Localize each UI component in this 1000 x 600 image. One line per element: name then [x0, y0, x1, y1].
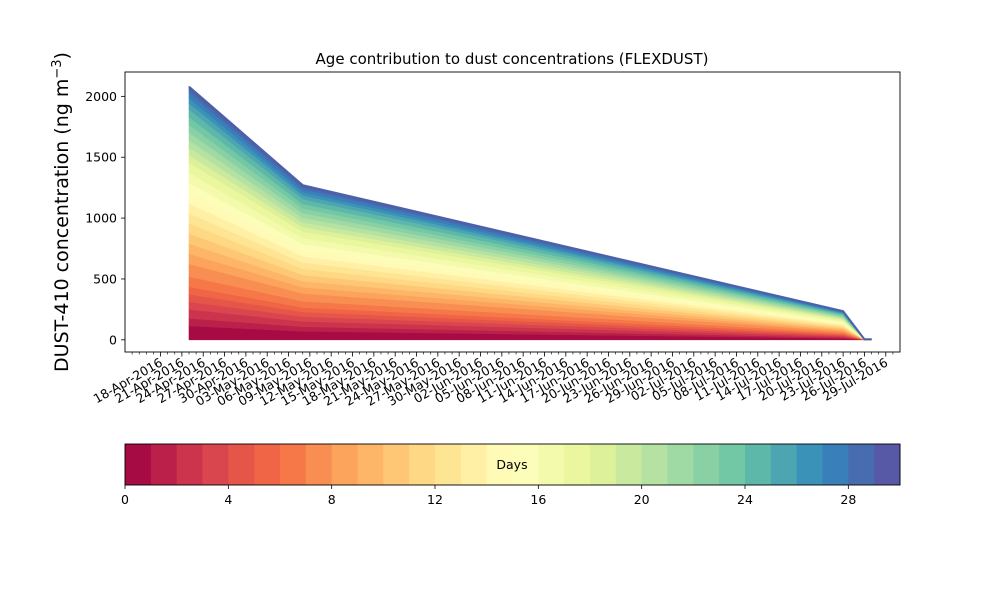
colorbar-cell [848, 444, 875, 485]
colorbar-tick-label: 16 [530, 492, 546, 507]
y-tick-label: 1000 [85, 211, 117, 226]
colorbar-cell [615, 444, 643, 485]
colorbar-cell [486, 444, 513, 485]
colorbar-cell [874, 444, 901, 485]
colorbar-tick-label: 0 [121, 492, 129, 507]
colorbar-tick-label: 8 [328, 492, 336, 507]
colorbar-tick-label: 28 [840, 492, 856, 507]
colorbar: Days 0 4 8 12 16 20 24 28 [121, 443, 901, 507]
colorbar-cell [383, 444, 410, 485]
colorbar-cell [435, 444, 462, 485]
colorbar-cell [202, 444, 229, 485]
colorbar-cell [357, 444, 384, 485]
colorbar-cell [822, 444, 849, 485]
colorbar-cell [796, 444, 823, 485]
colorbar-cell [512, 444, 539, 485]
chart-title: Age contribution to dust concentrations … [316, 50, 709, 68]
colorbar-frame [124, 443, 901, 486]
total-concentration-line [188, 85, 872, 341]
colorbar-cell [254, 444, 281, 485]
colorbar-tick-label: 24 [737, 492, 753, 507]
y-tick-label: 500 [93, 271, 117, 286]
colorbar-cell [590, 444, 617, 485]
y-axis-label: DUST-410 concentration (ng m−3) [50, 52, 74, 372]
colorbar-cell [305, 444, 333, 485]
y-tick-label: 0 [109, 332, 117, 347]
colorbar-cell [770, 444, 798, 485]
plot-frame [124, 71, 901, 353]
colorbar-cell [331, 444, 358, 485]
colorbar-cell [460, 444, 488, 485]
colorbar-cell [693, 444, 720, 485]
colorbar-label: Days [496, 457, 527, 472]
colorbar-cell [125, 444, 152, 485]
colorbar-tick-label: 4 [224, 492, 232, 507]
y-tick-label: 2000 [85, 89, 117, 104]
colorbar-cell [228, 444, 255, 485]
colorbar-cell [745, 444, 772, 485]
colorbar-cell [409, 444, 436, 485]
colorbar-cell [564, 444, 591, 485]
colorbar-cell [538, 444, 565, 485]
colorbar-cell [641, 444, 668, 485]
colorbar-cell [719, 444, 746, 485]
y-tick-label: 1500 [85, 150, 117, 165]
colorbar-cell [150, 444, 178, 485]
colorbar-cell [667, 444, 694, 485]
colorbar-cell [176, 444, 203, 485]
colorbar-tick-label: 12 [427, 492, 443, 507]
colorbar-tick-label: 20 [634, 492, 650, 507]
colorbar-cell [280, 444, 307, 485]
